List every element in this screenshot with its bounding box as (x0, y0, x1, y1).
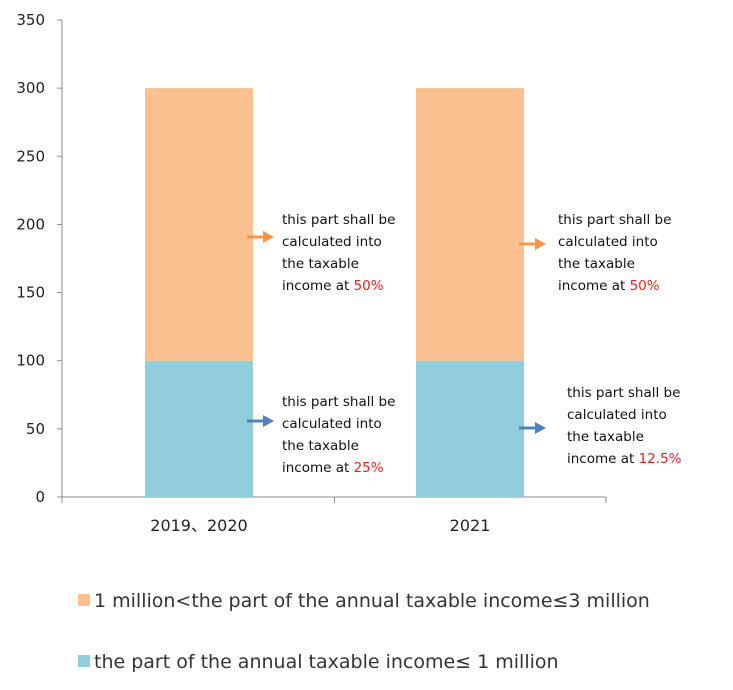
annotation-text-line: calculated into (282, 416, 382, 432)
annotation-text-prefix: income at (282, 278, 354, 294)
legend-label: the part of the annual taxable income≤ 1… (94, 651, 559, 673)
annotation-text-line: this part shall be (558, 212, 671, 228)
annotation-arrow-icon (535, 422, 546, 434)
y-tick-label: 250 (16, 147, 45, 165)
y-tick-label: 0 (35, 488, 45, 506)
annotation-text-line: the taxable (282, 438, 359, 454)
annotation-text-line: this part shall be (282, 212, 395, 228)
annotation-text-line: the taxable (282, 256, 359, 272)
legend-entry: the part of the annual taxable income≤ 1… (78, 651, 559, 673)
annotation-text-line: the taxable (558, 256, 635, 272)
legend-entry: 1 million<the part of the annual taxable… (78, 590, 650, 612)
annotation-rate-highlight: 50% (630, 278, 660, 294)
legend-swatch (78, 655, 90, 667)
annotation-text-line: the taxable (567, 429, 644, 445)
annotation-text-line: income at 25% (282, 460, 384, 476)
x-category-label: 2021 (450, 516, 491, 535)
annotation-arrow-icon (263, 415, 274, 427)
bar-segment-lower (145, 360, 253, 497)
annotation-text-line: this part shall be (282, 394, 395, 410)
annotation-text-line: calculated into (567, 407, 667, 423)
annotation-arrow-icon (263, 231, 274, 243)
annotation-text-prefix: income at (558, 278, 630, 294)
bar-segment-upper (145, 88, 253, 361)
chart-axes: 0 50 100 150 200 250 300 350 2019、2020 2021 (16, 11, 607, 535)
annotation-text-line: calculated into (282, 234, 382, 250)
y-tick-label: 150 (16, 284, 45, 302)
bar-segment-lower (416, 360, 524, 497)
annotation-lower: this part shall be calculated into the tax… (247, 394, 395, 476)
chart-bars (145, 88, 524, 497)
x-category-label: 2019、2020 (150, 516, 247, 535)
chart-legend: 1 million<the part of the annual taxable… (78, 590, 650, 673)
annotation-text-line: income at 50% (282, 278, 384, 294)
y-tick-label: 50 (26, 420, 45, 438)
annotation-rate-highlight: 50% (354, 278, 384, 294)
y-tick-label: 300 (16, 79, 45, 97)
y-tick-label: 100 (16, 352, 45, 370)
legend-swatch (78, 594, 90, 606)
annotation-upper: this part shall be calculated into the tax… (247, 212, 395, 294)
annotation-rate-highlight: 25% (354, 460, 384, 476)
legend-label: 1 million<the part of the annual taxable… (94, 590, 650, 612)
annotation-upper: this part shall be calculated into the tax… (519, 212, 671, 294)
annotation-text-line: calculated into (558, 234, 658, 250)
y-tick-label: 350 (16, 11, 45, 29)
annotation-arrow-icon (535, 238, 546, 250)
chart-annotations: this part shall be calculated into the tax… (247, 212, 682, 476)
y-tick-label: 200 (16, 215, 45, 233)
annotation-text-line: income at 12.5% (567, 451, 682, 467)
annotation-rate-highlight: 12.5% (639, 451, 682, 467)
annotation-text-line: income at 50% (558, 278, 660, 294)
annotation-text-prefix: income at (282, 460, 354, 476)
bar-segment-upper (416, 88, 524, 361)
annotation-lower: this part shall be calculated into the tax… (519, 385, 682, 467)
annotation-text-line: this part shall be (567, 385, 680, 401)
annotation-text-prefix: income at (567, 451, 639, 467)
